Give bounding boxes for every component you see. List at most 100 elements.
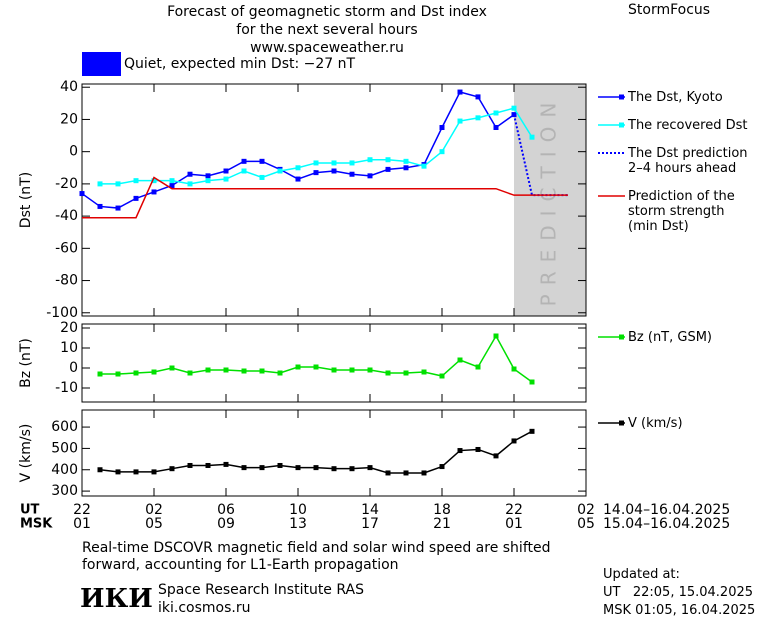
point	[151, 469, 157, 475]
y-tick-label: 0	[69, 360, 78, 376]
point	[169, 183, 175, 188]
point	[439, 125, 445, 130]
point	[187, 462, 193, 468]
point	[367, 367, 373, 373]
point	[295, 176, 301, 182]
point	[493, 125, 499, 130]
status-text: Quiet, expected min Dst: −27 nT	[124, 56, 356, 72]
point	[223, 461, 229, 467]
legend-marker	[619, 94, 624, 100]
site: iki.cosmos.ru	[158, 600, 251, 616]
plot-frame	[81, 409, 587, 497]
series-line	[100, 334, 533, 383]
legend-label: Prediction of the storm strength (min Ds…	[628, 189, 735, 234]
point	[133, 195, 139, 201]
point	[187, 171, 193, 177]
y-tick-label: -10	[55, 380, 78, 396]
legend-label: Bz (nT, GSM)	[628, 330, 713, 345]
point	[475, 446, 481, 452]
point	[457, 89, 463, 95]
updated-line: Updated at:	[603, 567, 680, 582]
y-tick-label: 500	[51, 440, 78, 456]
point	[259, 368, 265, 374]
x-range: 14.04–16.04.2025	[603, 502, 730, 518]
brand: StormFocus	[628, 2, 711, 18]
point	[151, 189, 157, 195]
point	[115, 205, 121, 211]
point	[313, 465, 319, 471]
point	[241, 368, 247, 374]
status-swatch	[82, 52, 121, 76]
y-axis-label: Dst (nT)	[18, 172, 34, 228]
x-tick-label: 17	[361, 516, 379, 532]
x-row-name: UT	[20, 503, 40, 518]
point	[169, 466, 175, 472]
point	[259, 158, 265, 164]
x-tick-label: 01	[73, 516, 91, 532]
y-tick-label: 600	[51, 419, 78, 435]
point	[439, 149, 445, 155]
point	[385, 370, 391, 376]
updated-line: UT 22:05, 15.04.2025	[603, 585, 754, 600]
point	[385, 166, 391, 172]
y-tick-label: -100	[46, 305, 78, 321]
point	[295, 364, 301, 370]
point	[367, 157, 373, 163]
point	[205, 178, 211, 184]
point	[367, 465, 373, 471]
x-tick-label: 02	[145, 502, 163, 518]
point	[151, 178, 157, 184]
point	[169, 365, 175, 371]
point	[475, 94, 481, 100]
x-tick-label: 22	[73, 502, 91, 518]
point	[457, 448, 463, 454]
title-line: Forecast of geomagnetic storm and Dst in…	[167, 4, 487, 20]
point	[349, 160, 355, 166]
prediction-label: PREDICTION	[537, 94, 561, 307]
series-line	[82, 176, 568, 219]
point	[421, 163, 427, 169]
point	[421, 369, 427, 375]
point	[133, 178, 139, 184]
point	[79, 191, 85, 197]
point	[331, 466, 337, 472]
point	[187, 370, 193, 376]
plot-frame	[81, 83, 587, 317]
x-tick-label: 05	[577, 516, 595, 532]
x-row-name: MSK	[20, 517, 53, 532]
point	[223, 168, 229, 174]
y-tick-label: 20	[60, 320, 78, 336]
x-tick-label: 18	[433, 502, 451, 518]
x-tick-label: 02	[577, 502, 595, 518]
point	[313, 160, 319, 166]
footer-note: Real-time DSCOVR magnetic field and sola…	[82, 540, 551, 573]
point	[349, 367, 355, 373]
point	[205, 462, 211, 468]
point	[511, 105, 517, 111]
y-tick-label: -60	[55, 240, 78, 256]
point	[259, 465, 265, 471]
title-line: for the next several hours	[236, 22, 417, 38]
point	[403, 470, 409, 476]
point	[493, 453, 499, 459]
x-tick-label: 21	[433, 516, 451, 532]
point	[277, 370, 283, 376]
updated-line: MSK 01:05, 16.04.2025	[603, 603, 756, 618]
x-tick-label: 22	[505, 502, 523, 518]
point	[151, 369, 157, 375]
point	[511, 366, 517, 372]
x-range: 15.04–16.04.2025	[603, 516, 730, 532]
point	[223, 176, 229, 182]
y-axis-label: Bz (nT)	[18, 338, 34, 388]
prediction-region	[514, 84, 586, 316]
point	[331, 160, 337, 166]
y-tick-label: -20	[55, 176, 78, 192]
point	[493, 333, 499, 339]
y-tick-label: 10	[60, 340, 78, 356]
x-tick-label: 13	[289, 516, 307, 532]
point	[367, 173, 373, 179]
x-tick-label: 01	[505, 516, 523, 532]
title-line: www.spaceweather.ru	[250, 40, 404, 56]
series-line	[81, 91, 515, 209]
